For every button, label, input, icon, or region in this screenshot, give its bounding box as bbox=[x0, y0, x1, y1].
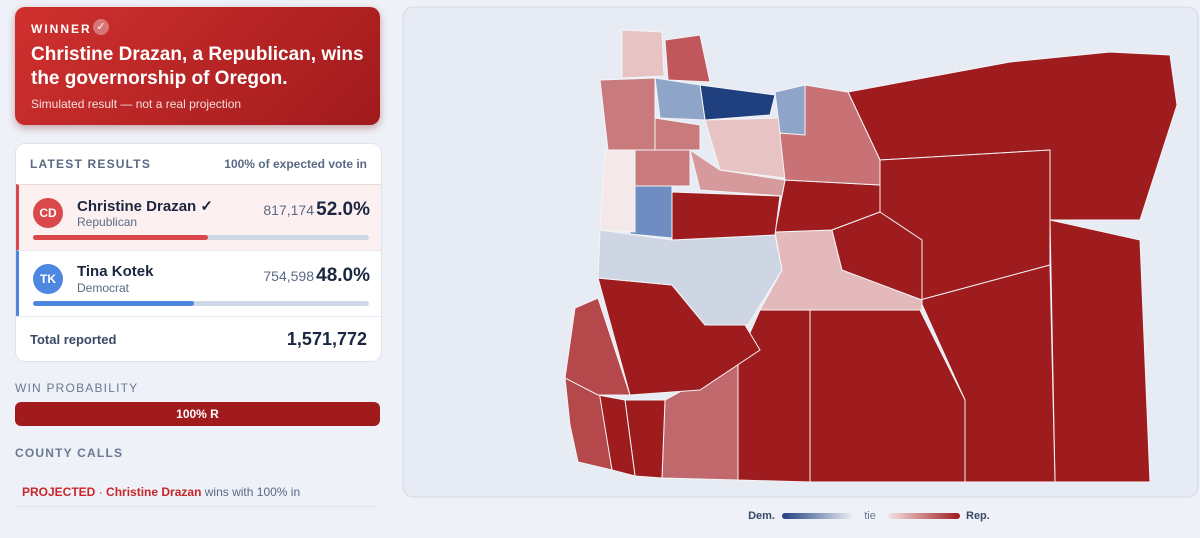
share: 52.0% bbox=[316, 199, 370, 220]
total: 1,571,772 bbox=[286, 329, 367, 349]
legend-dem: Dem. bbox=[748, 510, 775, 522]
votes: 817,174 bbox=[263, 202, 314, 218]
candidate-row: TK Tina Kotek Democrat 754,598 48.0% bbox=[16, 250, 381, 316]
share: 48.0% bbox=[316, 265, 370, 286]
county bbox=[664, 34, 711, 83]
county bbox=[774, 84, 806, 136]
share-track bbox=[33, 235, 369, 240]
initials: CD bbox=[33, 198, 63, 228]
share-bar bbox=[33, 235, 208, 240]
county bbox=[1049, 219, 1151, 483]
county bbox=[831, 211, 923, 301]
legend-rep-scale bbox=[888, 513, 960, 519]
county bbox=[919, 264, 1056, 483]
county-call: PROJECTED · Christine Drazan wins with 1… bbox=[22, 485, 300, 499]
county bbox=[671, 191, 781, 241]
candidate-name: Tina Kotek bbox=[77, 263, 154, 280]
results-title: LATEST RESULTS bbox=[30, 157, 152, 171]
call-text: wins with 100% in bbox=[204, 485, 301, 499]
divider bbox=[16, 316, 381, 317]
sep: · bbox=[98, 485, 103, 499]
expected-vote: 100% of expected vote in bbox=[224, 157, 367, 171]
call-candidate: Christine Drazan bbox=[106, 485, 202, 499]
share-track bbox=[33, 301, 369, 306]
legend-dem-scale bbox=[782, 513, 852, 519]
county bbox=[629, 185, 673, 239]
total-label: Total reported bbox=[30, 332, 117, 347]
county bbox=[634, 149, 691, 187]
votes: 754,598 bbox=[263, 268, 314, 284]
win-prob-label: WIN PROBABILITY bbox=[15, 381, 139, 395]
winner-banner: WINNER ✓ Christine Drazan, a Republican,… bbox=[15, 7, 380, 125]
status: PROJECTED bbox=[22, 485, 96, 499]
county bbox=[599, 77, 656, 151]
win-prob-bar: 100% R bbox=[15, 402, 380, 426]
divider bbox=[15, 506, 378, 507]
winner-check-icon: ✓ bbox=[93, 19, 109, 35]
county bbox=[599, 149, 636, 233]
candidate-row: CD Christine Drazan ✓ Republican 817,174… bbox=[16, 184, 381, 250]
legend-tie: tie bbox=[864, 510, 876, 522]
headline: Christine Drazan, a Republican, wins the… bbox=[31, 44, 364, 89]
candidate-name: Christine Drazan ✓ bbox=[77, 197, 213, 215]
oregon-map bbox=[564, 29, 1178, 483]
initials: TK bbox=[33, 264, 63, 294]
share-bar bbox=[33, 301, 195, 306]
note: Simulated result — not a real projection bbox=[31, 97, 242, 111]
party: Democrat bbox=[77, 281, 130, 295]
county bbox=[621, 29, 665, 79]
legend-rep: Rep. bbox=[966, 510, 990, 522]
check: ✓ bbox=[200, 198, 213, 215]
winner-label: WINNER bbox=[31, 22, 92, 36]
county bbox=[654, 77, 706, 121]
results-card: LATEST RESULTS 100% of expected vote in … bbox=[15, 143, 382, 362]
county bbox=[689, 148, 786, 197]
name-text: Christine Drazan bbox=[77, 198, 197, 215]
county-calls-label: COUNTY CALLS bbox=[15, 446, 124, 460]
party: Republican bbox=[77, 215, 138, 229]
county bbox=[564, 297, 631, 396]
